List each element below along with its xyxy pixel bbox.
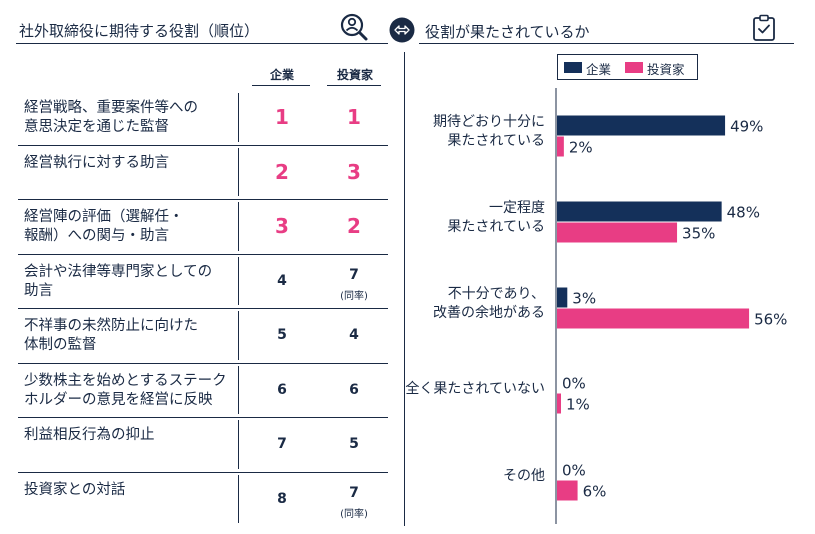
table-row-label: 投資家との対話 [24, 481, 126, 498]
row-separator [18, 144, 388, 146]
right-title-rule [419, 43, 794, 44]
rank-company: 6 [277, 381, 287, 398]
rank-company: 8 [277, 490, 287, 507]
category-label: 全く果たされていない [405, 380, 545, 397]
rank-investor: 5 [349, 436, 359, 453]
category-label: 一定程度 果たされている [447, 200, 545, 235]
data-label-investor: 1% [566, 396, 590, 414]
search-person-icon [339, 12, 369, 42]
table-row-label: 不祥事の未然防止に向けた 体制の監督 [24, 318, 198, 354]
row-divider [238, 420, 239, 469]
bar-company [557, 201, 722, 222]
legend-label-investor: 投資家 [647, 62, 685, 77]
bar-investor [557, 222, 678, 243]
data-label-investor: 6% [583, 483, 607, 501]
row-separator [18, 199, 388, 200]
clipboard-check-icon [752, 14, 776, 42]
category-label: 期待どおり十分に 果たされている [433, 114, 545, 149]
bar-company [557, 115, 726, 136]
table-row-label: 利益相反行為の抑止 [24, 427, 155, 444]
rank-investor: 4 [349, 327, 359, 344]
row-separator [18, 471, 388, 473]
rank-company: 3 [275, 214, 289, 239]
data-label-company: 0% [562, 462, 586, 480]
row-divider [238, 256, 239, 305]
row-separator [18, 362, 388, 364]
table-row-label: 経営戦略、重要案件等への 意思決定を通じた監督 [24, 100, 198, 136]
rank-company: 5 [277, 327, 287, 344]
row-separator [18, 417, 388, 418]
data-label-company: 48% [727, 204, 760, 222]
rank-investor: 7 [349, 484, 359, 501]
category-label: 不十分であり、 改善の余地がある [433, 286, 545, 321]
category-label: その他 [503, 467, 545, 484]
table-row-label: 会計や法律等専門家としての 助言 [24, 263, 213, 299]
double-arrow-icon [389, 17, 415, 43]
data-label-investor: 35% [682, 225, 715, 243]
col-header-company-rule [252, 85, 310, 86]
data-label-company: 0% [562, 375, 586, 393]
panel-divider [404, 52, 405, 526]
data-label-company: 3% [572, 290, 596, 308]
bar-company [557, 287, 568, 308]
data-label-company: 49% [730, 118, 763, 136]
legend-swatch-company [564, 62, 582, 73]
bar-investor [557, 480, 578, 501]
row-divider [238, 147, 239, 196]
data-label-investor: 56% [754, 311, 787, 329]
row-divider [238, 311, 239, 360]
rank-investor: 2 [347, 214, 361, 239]
left-title-rule [16, 43, 388, 44]
bar-investor [557, 308, 750, 329]
chart-legend: 企業 投資家 [557, 54, 698, 80]
rank-investor: 1 [347, 105, 361, 130]
bar-investor [557, 393, 561, 414]
legend-swatch-investor [625, 62, 643, 73]
col-header-investor: 投資家 [336, 68, 373, 82]
row-separator [18, 308, 388, 309]
rank-company: 7 [277, 436, 287, 453]
table-row-label: 経営陣の評価（選解任・ 報酬）への関与・助言 [24, 209, 184, 245]
bar-investor [557, 136, 564, 157]
row-divider [238, 202, 239, 251]
rank-company: 4 [277, 272, 287, 289]
chart-title: 役割が果たされているか [425, 23, 590, 41]
rank-investor-note: (同率) [340, 508, 368, 520]
col-header-company: 企業 [269, 68, 294, 82]
data-label-investor: 2% [569, 139, 593, 157]
col-header-investor-rule [327, 85, 381, 86]
row-divider [238, 474, 239, 523]
table-row-label: 少数株主を始めとするステーク ホルダーの意見を経営に反映 [24, 372, 227, 408]
rank-investor-note: (同率) [340, 290, 368, 302]
table-row-label: 経営執行に対する助言 [24, 154, 169, 171]
rank-company: 2 [275, 159, 289, 184]
row-divider [238, 365, 239, 414]
row-separator [18, 253, 388, 255]
rank-investor: 6 [349, 381, 359, 398]
rank-investor: 3 [347, 159, 361, 184]
rank-company: 1 [275, 105, 289, 130]
legend-label-company: 企業 [586, 62, 612, 77]
rank-investor: 7 [349, 266, 359, 283]
row-divider [238, 93, 239, 142]
left-panel-title: 社外取締役に期待する役割（順位） [19, 22, 260, 40]
